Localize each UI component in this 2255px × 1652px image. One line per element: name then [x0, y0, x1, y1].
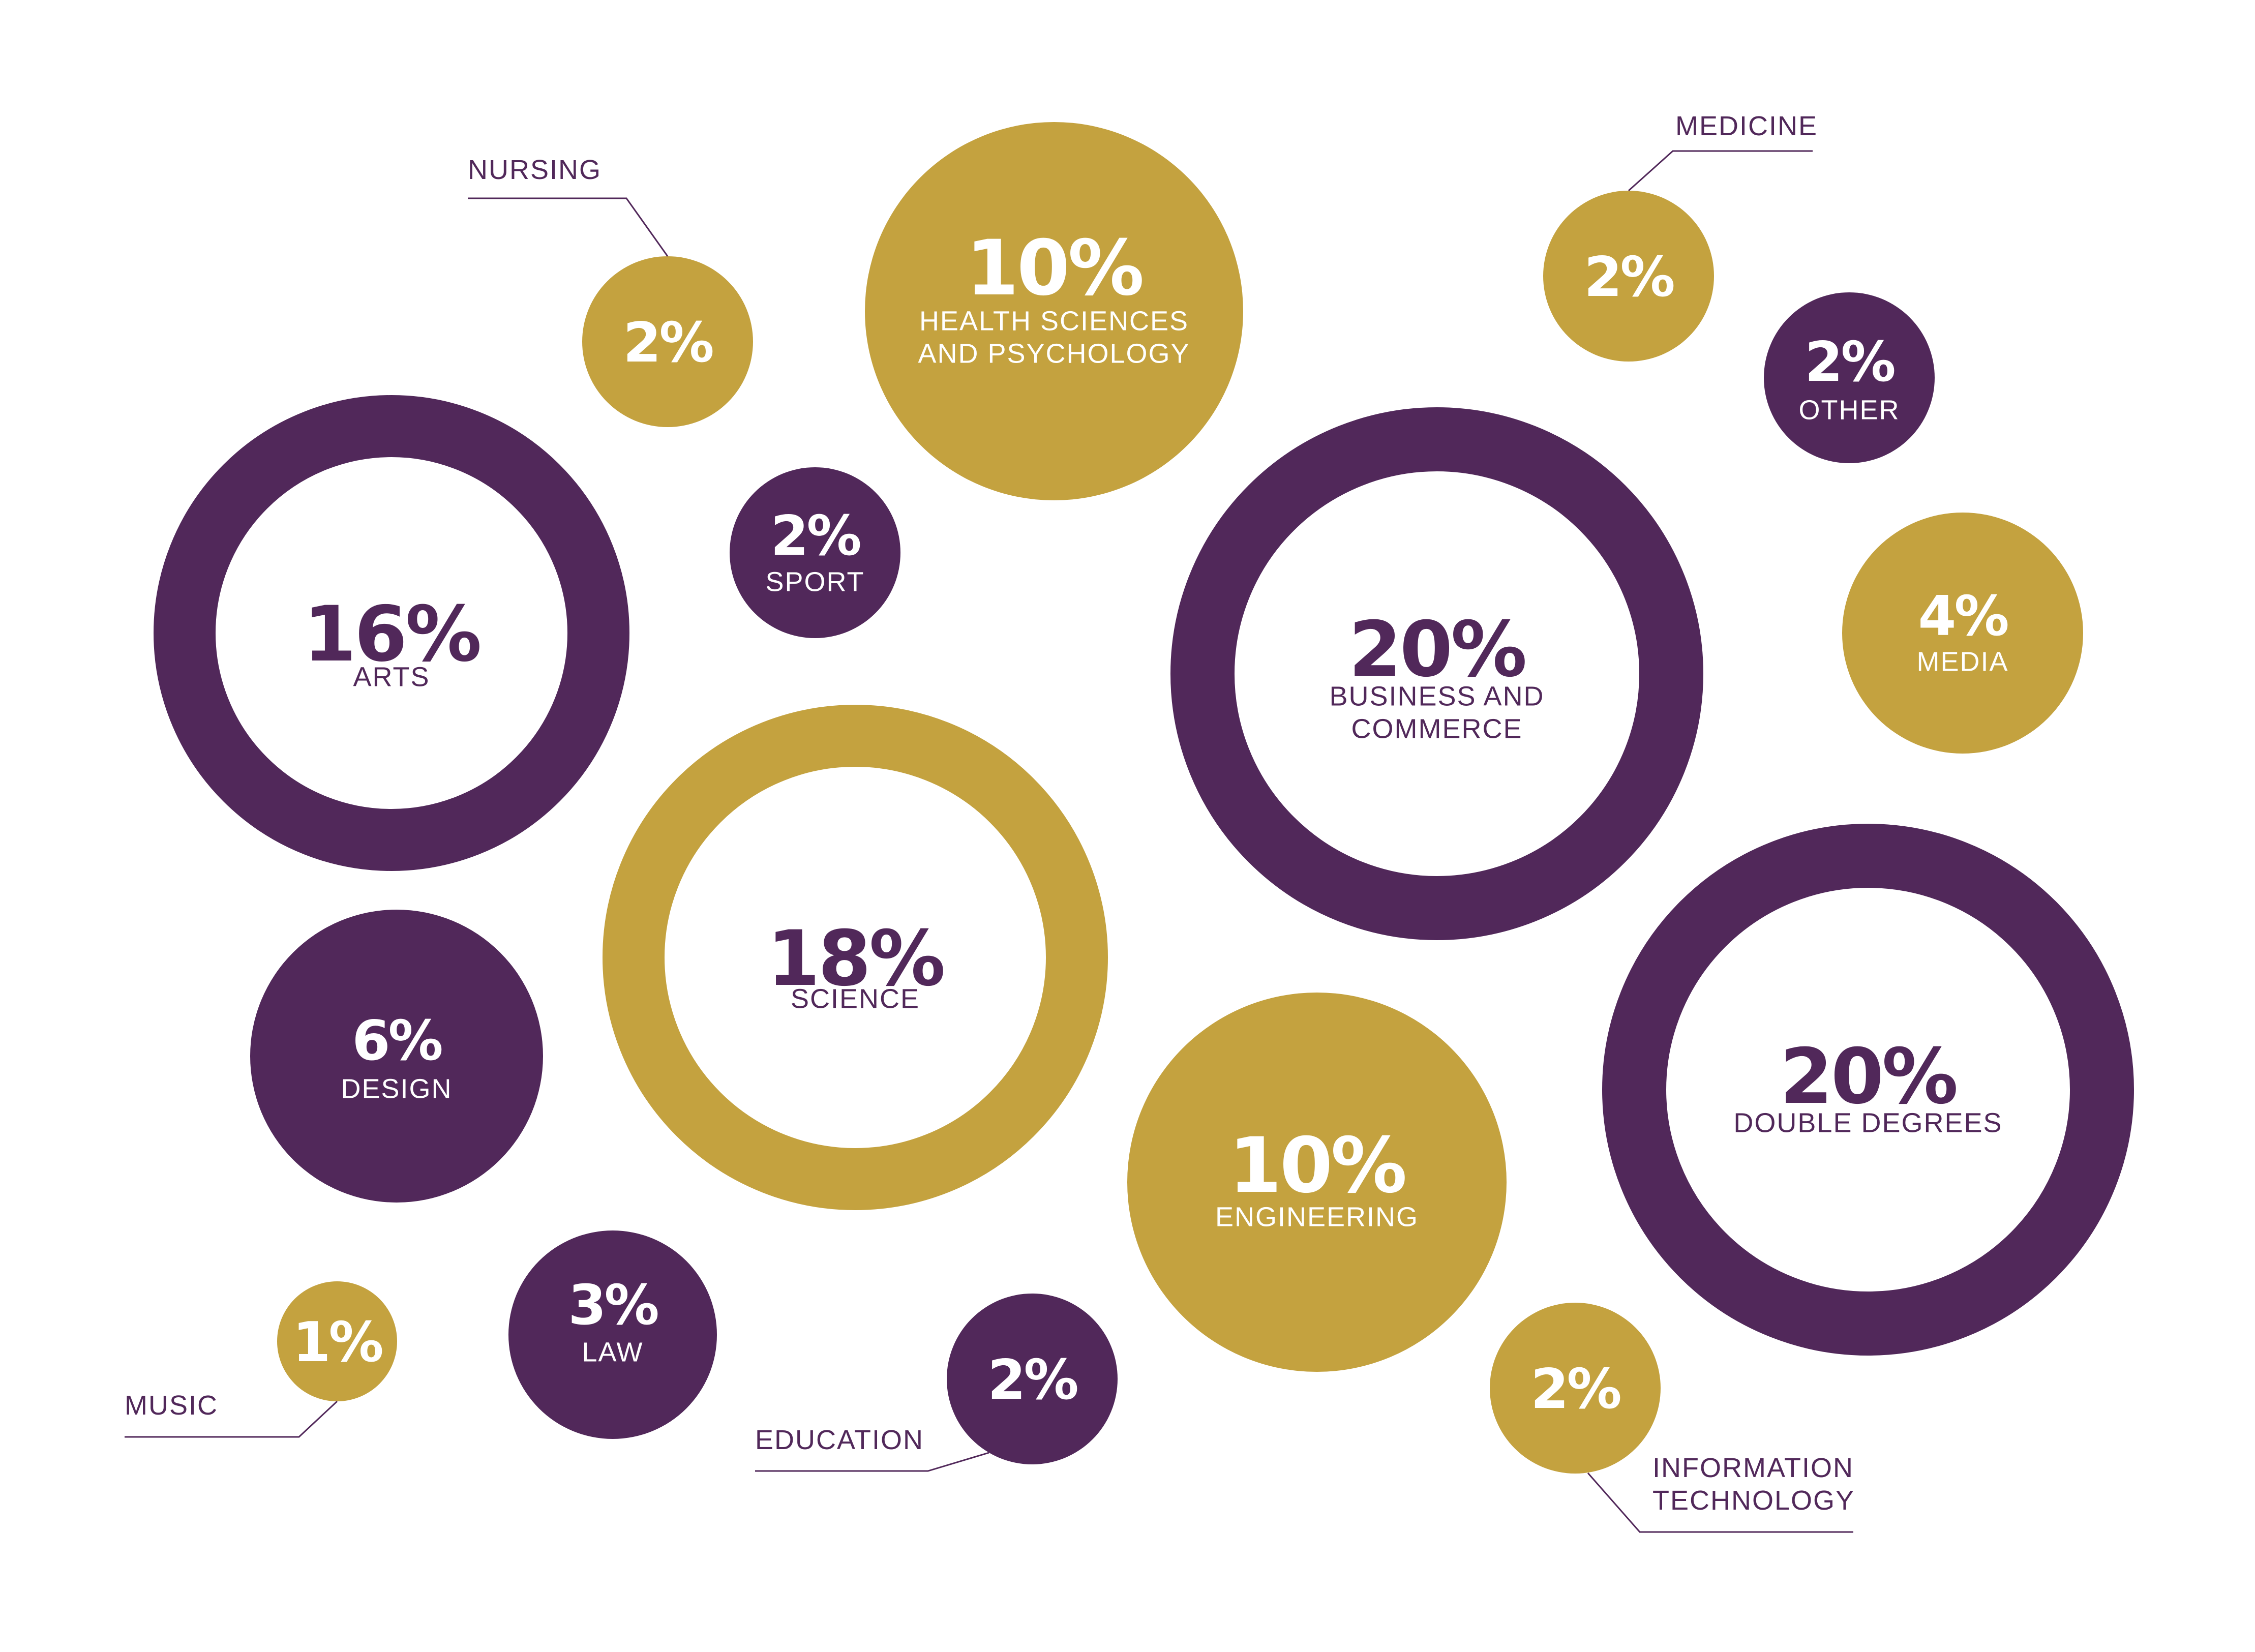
value-label-other: 2% — [1805, 331, 1894, 394]
value-label-design: 6% — [352, 1009, 441, 1073]
ring-double-degrees — [1602, 824, 2134, 1356]
disc-other — [1764, 292, 1935, 463]
value-label-nursing: 2% — [623, 311, 712, 375]
disc-medicine — [1543, 191, 1714, 362]
value-label-music: 1% — [292, 1311, 382, 1374]
callout-label-education: EDUCATION — [755, 1425, 924, 1455]
leader-line-medicine — [1628, 150, 1813, 192]
value-label-media: 4% — [1918, 585, 2007, 648]
disc-music — [277, 1281, 397, 1401]
disc-engineering — [1127, 993, 1507, 1372]
ring-science — [603, 705, 1108, 1210]
callout-label-medicine: MEDICINE — [1675, 111, 1818, 141]
category-label-business-and-commerce: BUSINESS AND COMMERCE — [1329, 681, 1544, 744]
leader-line-education — [755, 1452, 989, 1472]
callout-label-music: MUSIC — [125, 1390, 218, 1421]
bubble-law: 3%LAW — [508, 1230, 717, 1439]
leader-line-music — [125, 1400, 338, 1438]
value-label-sport: 2% — [770, 504, 860, 568]
bubble-science: 18%SCIENCE — [603, 705, 1108, 1210]
category-label-engineering: ENGINEERING — [1215, 1202, 1419, 1232]
bubble-music: 1% MUSIC — [125, 1281, 397, 1438]
value-label-medicine: 2% — [1584, 246, 1673, 309]
category-label-law: LAW — [582, 1337, 643, 1367]
bubble-business-and-commerce: 20%BUSINESS AND COMMERCE — [1170, 407, 1703, 940]
category-label-double-degrees: DOUBLE DEGREES — [1733, 1107, 2002, 1138]
value-label-information-technology: 2% — [1530, 1358, 1620, 1421]
category-label-design: DESIGN — [341, 1073, 452, 1104]
category-label-health-sciences-and-psychology: HEALTH SCIENCES AND PSYCHOLOGY — [918, 306, 1190, 369]
value-label-engineering: 10% — [1228, 1122, 1405, 1210]
bubble-other: 2%OTHER — [1764, 292, 1935, 463]
category-label-science: SCIENCE — [791, 983, 920, 1014]
value-label-business-and-commerce: 20% — [1348, 606, 1525, 694]
bubble-design: 6%DESIGN — [250, 910, 543, 1203]
leader-line-information-technology — [1587, 1473, 1853, 1533]
disc-media — [1842, 513, 2083, 754]
bubble-medicine: 2% MEDICINE — [1543, 111, 1818, 362]
disc-education — [947, 1294, 1118, 1464]
category-label-arts: ARTS — [353, 662, 430, 692]
value-label-science: 18% — [767, 915, 943, 1003]
disc-nursing — [582, 256, 753, 427]
bubble-media: 4%MEDIA — [1842, 513, 2083, 754]
disc-design — [250, 910, 543, 1203]
leader-line-nursing — [468, 197, 669, 257]
disc-sport — [730, 467, 900, 638]
ring-business-and-commerce — [1170, 407, 1703, 940]
value-label-health-sciences-and-psychology: 10% — [966, 224, 1142, 313]
disc-health-sciences-and-psychology — [865, 122, 1243, 500]
category-label-sport: SPORT — [765, 566, 864, 597]
bubble-arts: 16%ARTS — [154, 395, 629, 871]
value-label-arts: 16% — [303, 590, 479, 679]
bubble-nursing: 2% NURSING — [468, 155, 753, 427]
disc-information-technology — [1490, 1303, 1661, 1474]
callout-label-nursing: NURSING — [468, 155, 602, 185]
bubble-sport: 2%SPORT — [730, 467, 900, 638]
value-label-law: 3% — [568, 1274, 657, 1337]
value-label-double-degrees: 20% — [1780, 1033, 1956, 1121]
bubble-information-technology: 2% INFORMATION TECHNOLOGY — [1490, 1303, 1855, 1533]
bubble-engineering: 10%ENGINEERING — [1127, 993, 1507, 1372]
category-label-other: OTHER — [1799, 395, 1900, 425]
category-label-media: MEDIA — [1916, 646, 2008, 677]
bubble-education: 2% EDUCATION — [755, 1294, 1118, 1472]
ring-arts — [154, 395, 629, 871]
bubble-double-degrees: 20%DOUBLE DEGREES — [1602, 824, 2134, 1356]
disc-law — [508, 1230, 717, 1439]
callout-label-information-technology: INFORMATION TECHNOLOGY — [1652, 1453, 1855, 1516]
bubble-health-sciences-and-psychology: 10%HEALTH SCIENCES AND PSYCHOLOGY — [865, 122, 1243, 500]
value-label-education: 2% — [987, 1348, 1077, 1412]
